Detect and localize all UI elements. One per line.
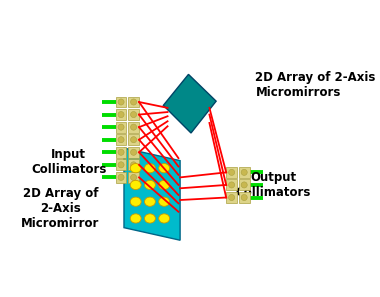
Bar [128, 109, 139, 120]
Bar [128, 147, 139, 158]
Bar [116, 122, 127, 132]
Bar [128, 134, 139, 145]
Circle shape [131, 112, 137, 118]
Ellipse shape [159, 164, 169, 173]
Circle shape [118, 174, 124, 181]
Ellipse shape [159, 214, 169, 223]
Bar [116, 97, 127, 108]
Bar [116, 159, 127, 170]
Circle shape [118, 112, 124, 118]
Bar [116, 109, 127, 120]
Ellipse shape [130, 214, 141, 223]
Ellipse shape [159, 197, 169, 206]
Text: Input
Collimators: Input Collimators [31, 148, 106, 176]
Ellipse shape [130, 164, 141, 173]
Polygon shape [163, 74, 216, 133]
Bar [128, 122, 139, 132]
Circle shape [131, 162, 137, 168]
Circle shape [118, 99, 124, 105]
Circle shape [229, 182, 235, 188]
Ellipse shape [144, 180, 155, 189]
Circle shape [131, 149, 137, 155]
Circle shape [241, 195, 247, 200]
Circle shape [131, 174, 137, 181]
Text: 2D Array of 2-Axis
Micromirrors: 2D Array of 2-Axis Micromirrors [255, 71, 376, 99]
Circle shape [118, 137, 124, 143]
Ellipse shape [130, 197, 141, 206]
Bar [116, 147, 127, 158]
Bar [116, 134, 127, 145]
Bar [128, 97, 139, 108]
Bar [128, 172, 139, 183]
Bar [239, 179, 250, 190]
Bar [239, 167, 250, 178]
Ellipse shape [144, 197, 155, 206]
Ellipse shape [144, 164, 155, 173]
Circle shape [229, 169, 235, 176]
Polygon shape [124, 148, 180, 240]
Circle shape [118, 162, 124, 168]
Bar [226, 179, 237, 190]
Circle shape [118, 149, 124, 155]
Bar [128, 159, 139, 170]
Text: 2D Array of
2-Axis
Micromirror: 2D Array of 2-Axis Micromirror [21, 187, 100, 230]
Circle shape [131, 124, 137, 130]
Ellipse shape [144, 214, 155, 223]
Ellipse shape [130, 180, 141, 189]
Bar [226, 192, 237, 203]
Circle shape [131, 137, 137, 143]
Circle shape [241, 182, 247, 188]
Bar [116, 172, 127, 183]
Circle shape [229, 195, 235, 200]
Text: Output
Collimators: Output Collimators [235, 171, 311, 199]
Circle shape [241, 169, 247, 176]
Circle shape [118, 124, 124, 130]
Circle shape [131, 99, 137, 105]
Ellipse shape [159, 180, 169, 189]
Bar [239, 192, 250, 203]
Bar [226, 167, 237, 178]
